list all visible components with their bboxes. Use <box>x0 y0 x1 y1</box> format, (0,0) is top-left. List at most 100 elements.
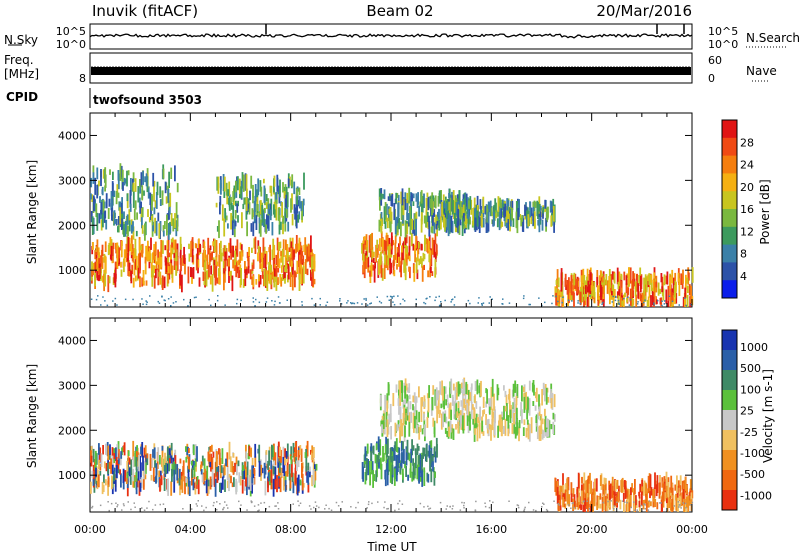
heatmap-cell <box>174 165 176 182</box>
heatmap-cell <box>466 197 469 210</box>
heatmap-cell <box>446 505 448 507</box>
heatmap-cell <box>389 465 392 483</box>
heatmap-cell <box>134 506 136 508</box>
heatmap-cell <box>166 479 169 492</box>
heatmap-cell <box>115 502 117 504</box>
heatmap-cell <box>300 247 303 265</box>
heatmap-cell <box>361 303 363 305</box>
heatmap-cell <box>298 211 301 220</box>
heatmap-cell <box>513 397 516 413</box>
heatmap-cell <box>558 295 561 304</box>
heatmap-cell <box>682 269 684 284</box>
heatmap-cell <box>410 448 413 463</box>
heatmap-cell <box>154 255 157 264</box>
heatmap-cell <box>459 202 462 220</box>
heatmap-cell <box>474 428 476 435</box>
heatmap-cell <box>380 394 382 407</box>
heatmap-cell <box>144 176 146 183</box>
heatmap-cell <box>114 297 117 300</box>
heatmap-cell <box>142 170 144 185</box>
heatmap-cell <box>190 267 193 277</box>
heatmap-cell <box>386 419 389 433</box>
heatmap-cell <box>117 441 120 456</box>
heatmap-cell <box>579 302 581 305</box>
heatmap-cell <box>538 213 541 219</box>
heatmap-cell <box>265 508 267 510</box>
velocity-colorbar-frame <box>721 329 738 511</box>
heatmap-cell <box>196 248 199 260</box>
heatmap-cell <box>160 250 163 268</box>
station-title: Inuvik (fitACF) <box>92 2 198 20</box>
heatmap-cell <box>581 476 583 484</box>
heatmap-cell <box>104 241 107 252</box>
heatmap-cell <box>96 212 99 231</box>
velocity-ylabel: Slant Range [km] <box>25 364 39 468</box>
heatmap-cell <box>302 198 305 206</box>
heatmap-cell <box>433 209 436 217</box>
heatmap-cell <box>295 272 297 278</box>
heatmap-cell <box>90 481 92 494</box>
heatmap-cell <box>210 304 212 307</box>
heatmap-cell <box>300 267 303 284</box>
heatmap-cell <box>108 454 111 460</box>
heatmap-cell <box>249 269 252 280</box>
heatmap-cell <box>402 412 405 426</box>
heatmap-cell <box>197 258 200 268</box>
heatmap-cell <box>512 218 515 227</box>
heatmap-cell <box>604 496 607 512</box>
heatmap-cell <box>638 275 640 284</box>
heatmap-cell <box>128 271 131 277</box>
heatmap-cell <box>679 496 682 503</box>
heatmap-cell <box>612 294 615 307</box>
heatmap-cell <box>546 213 548 221</box>
heatmap-cell <box>626 490 629 498</box>
heatmap-cell <box>147 240 149 250</box>
heatmap-cell <box>429 450 432 464</box>
heatmap-cell <box>157 300 159 303</box>
heatmap-cell <box>386 469 389 486</box>
heatmap-cell <box>452 200 454 215</box>
heatmap-cell <box>248 484 251 490</box>
heatmap-cell <box>469 392 472 401</box>
heatmap-cell <box>92 448 95 463</box>
heatmap-cell <box>213 238 216 253</box>
heatmap-cell <box>259 219 262 237</box>
heatmap-cell <box>474 394 476 404</box>
heatmap-cell <box>484 502 486 504</box>
heatmap-cell <box>451 298 454 300</box>
heatmap-cell <box>567 299 570 302</box>
heatmap-cell <box>402 441 404 451</box>
heatmap-cell <box>560 274 563 292</box>
heatmap-cell <box>393 203 396 221</box>
heatmap-cell <box>366 304 369 306</box>
heatmap-cell <box>290 198 292 213</box>
heatmap-cell <box>244 480 246 491</box>
heatmap-cell <box>272 445 274 458</box>
heatmap-cell <box>420 190 423 204</box>
heatmap-cell <box>146 301 148 303</box>
heatmap-cell <box>136 212 138 220</box>
heatmap-cell <box>529 303 531 306</box>
heatmap-cell <box>94 450 97 468</box>
heatmap-cell <box>139 258 141 274</box>
heatmap-cell <box>286 443 289 460</box>
heatmap-cell <box>301 473 304 491</box>
heatmap-cell <box>534 405 537 411</box>
heatmap-cell <box>443 413 446 422</box>
heatmap-cell <box>168 206 171 215</box>
heatmap-cell <box>612 295 614 298</box>
heatmap-cell <box>530 216 533 225</box>
heatmap-cell <box>427 270 429 278</box>
heatmap-cell <box>409 459 412 473</box>
heatmap-cell <box>300 201 303 211</box>
heatmap-cell <box>643 499 646 505</box>
heatmap-cell <box>398 500 401 502</box>
heatmap-cell <box>538 425 541 441</box>
heatmap-cell <box>389 207 392 222</box>
heatmap-cell <box>566 485 569 504</box>
heatmap-cell <box>583 296 585 307</box>
heatmap-cell <box>282 215 284 224</box>
heatmap-cell <box>285 186 288 195</box>
heatmap-cell <box>434 267 437 278</box>
heatmap-cell <box>401 245 403 253</box>
